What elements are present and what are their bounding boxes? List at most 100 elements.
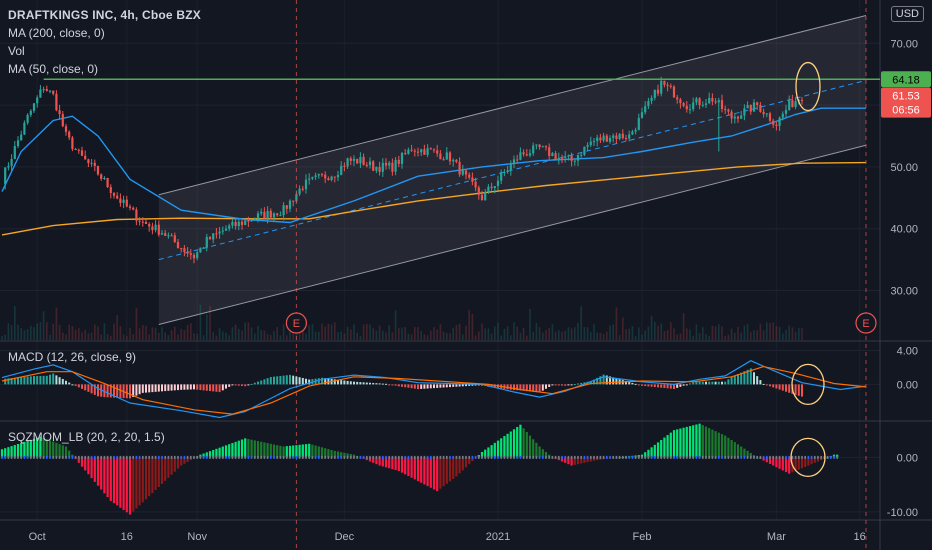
volume-bar: [186, 324, 189, 340]
sqz-dot: [1, 455, 3, 459]
volume-bar: [218, 328, 221, 340]
candle-body: [148, 224, 151, 227]
sqz-histogram-bar: [55, 442, 58, 458]
candle-body: [471, 177, 474, 182]
candle-body: [42, 89, 45, 91]
sqz-dot: [206, 455, 208, 459]
candle-body: [628, 134, 631, 139]
sqz-dot: [81, 455, 83, 459]
macd-histogram-bar: [385, 383, 387, 385]
sqz-histogram-bar: [256, 441, 260, 458]
volume-bar: [343, 333, 346, 340]
sqz-histogram-bar: [423, 457, 426, 485]
sqz-dot: [724, 455, 726, 459]
candle-body: [52, 90, 55, 94]
sqz-histogram-bar: [762, 457, 765, 461]
sqz-histogram-bar: [768, 457, 772, 464]
candle-body: [324, 174, 327, 179]
volume-bar: [199, 304, 202, 340]
macd-label[interactable]: MACD (12, 26, close, 9): [8, 350, 137, 364]
sqz-dot: [302, 455, 304, 459]
candle-body: [36, 97, 39, 104]
indicator-ma200-label[interactable]: MA (200, close, 0): [8, 26, 105, 40]
sqz-dot: [247, 455, 250, 459]
volume-bar: [209, 305, 211, 340]
macd-histogram-bar: [119, 384, 122, 398]
sqz-dot: [673, 455, 675, 459]
sqz-dot: [385, 455, 387, 459]
macd-histogram-bar: [20, 377, 23, 385]
sqz-dot: [708, 455, 710, 459]
price-tick-label: 50.00: [890, 162, 918, 174]
macd-tick-label: 0.00: [897, 379, 918, 391]
macd-histogram-bar: [266, 378, 269, 385]
sqz-histogram-bar: [269, 443, 272, 458]
candle-body: [778, 117, 781, 126]
volume-bar: [260, 329, 262, 340]
sqz-histogram-bar: [442, 457, 445, 487]
macd-histogram-bar: [90, 384, 93, 394]
candle-body: [272, 213, 276, 218]
volume-bar: [417, 326, 419, 340]
macd-histogram-bar: [452, 384, 455, 387]
sqz-dot: [567, 455, 570, 459]
volume-bar: [10, 325, 13, 340]
sqz-tick-label: -10.00: [887, 507, 918, 519]
macd-histogram-bar: [561, 384, 563, 386]
volume-bar: [177, 334, 179, 340]
sqz-dot: [394, 455, 397, 459]
candle-body: [180, 248, 183, 250]
price-axis[interactable]: 30.0040.0050.0060.0070.004.000.000.00-10…: [887, 38, 918, 519]
sqz-histogram-bar: [538, 446, 541, 458]
macd-histogram-bar: [244, 384, 247, 387]
currency-badge[interactable]: USD: [890, 6, 924, 22]
candle-body: [176, 241, 180, 249]
sqz-histogram-bar: [416, 457, 420, 482]
volume-bar: [30, 325, 32, 340]
candle-body: [733, 116, 736, 119]
candle-body: [621, 133, 624, 139]
sqz-dot: [682, 455, 685, 459]
sqz-histogram-bar: [730, 439, 733, 458]
indicator-ma50-label[interactable]: MA (50, close, 0): [8, 62, 99, 76]
sqz-dot: [94, 455, 96, 459]
macd-histogram-bar: [13, 377, 16, 385]
sqz-histogram-bar: [234, 441, 237, 458]
candle-body: [800, 99, 804, 101]
candle-body: [768, 113, 772, 121]
symbol-title[interactable]: DRAFTKINGS INC, 4h, Cboe BZX: [8, 8, 201, 22]
volume-bar: [14, 306, 16, 340]
sqz-label[interactable]: SQZMOM_LB (20, 2, 20, 1.5): [8, 430, 165, 444]
sqz-dot: [90, 455, 93, 459]
price-tick-label: 40.00: [890, 224, 918, 236]
sqz-histogram-bar: [221, 446, 224, 458]
sqz-dot: [30, 455, 32, 459]
candle-body: [304, 179, 308, 190]
volume-bar: [110, 335, 112, 340]
sqz-dot: [625, 455, 627, 459]
squeeze-momentum-pane: [0, 423, 839, 515]
volume-bar: [439, 324, 442, 340]
candle-body: [567, 155, 570, 157]
sqz-histogram-bar: [173, 457, 176, 472]
volume-bar: [308, 325, 310, 340]
sqz-dot: [510, 455, 512, 459]
time-axis[interactable]: Oct 16 Nov Dec 2021 Feb Mar 16: [29, 531, 866, 543]
macd-histogram-bar: [612, 377, 615, 385]
sqz-dot: [113, 455, 115, 459]
volume-bar: [522, 328, 525, 340]
sqz-histogram-bar: [244, 438, 247, 458]
sqz-histogram-bar: [135, 457, 138, 509]
candle-body: [679, 99, 682, 104]
volume-bar: [695, 324, 698, 340]
sqz-histogram-bar: [647, 449, 650, 458]
macd-histogram-bar: [516, 384, 519, 391]
sqz-dot: [593, 455, 595, 459]
candle-body: [535, 144, 538, 146]
indicator-volume-label[interactable]: Vol: [8, 44, 25, 58]
price-badges: 64.18 61.53 06:56: [881, 71, 931, 118]
sqz-dot: [391, 455, 394, 459]
macd-histogram-bar: [708, 381, 711, 385]
earnings-marker-label: E: [862, 318, 869, 330]
